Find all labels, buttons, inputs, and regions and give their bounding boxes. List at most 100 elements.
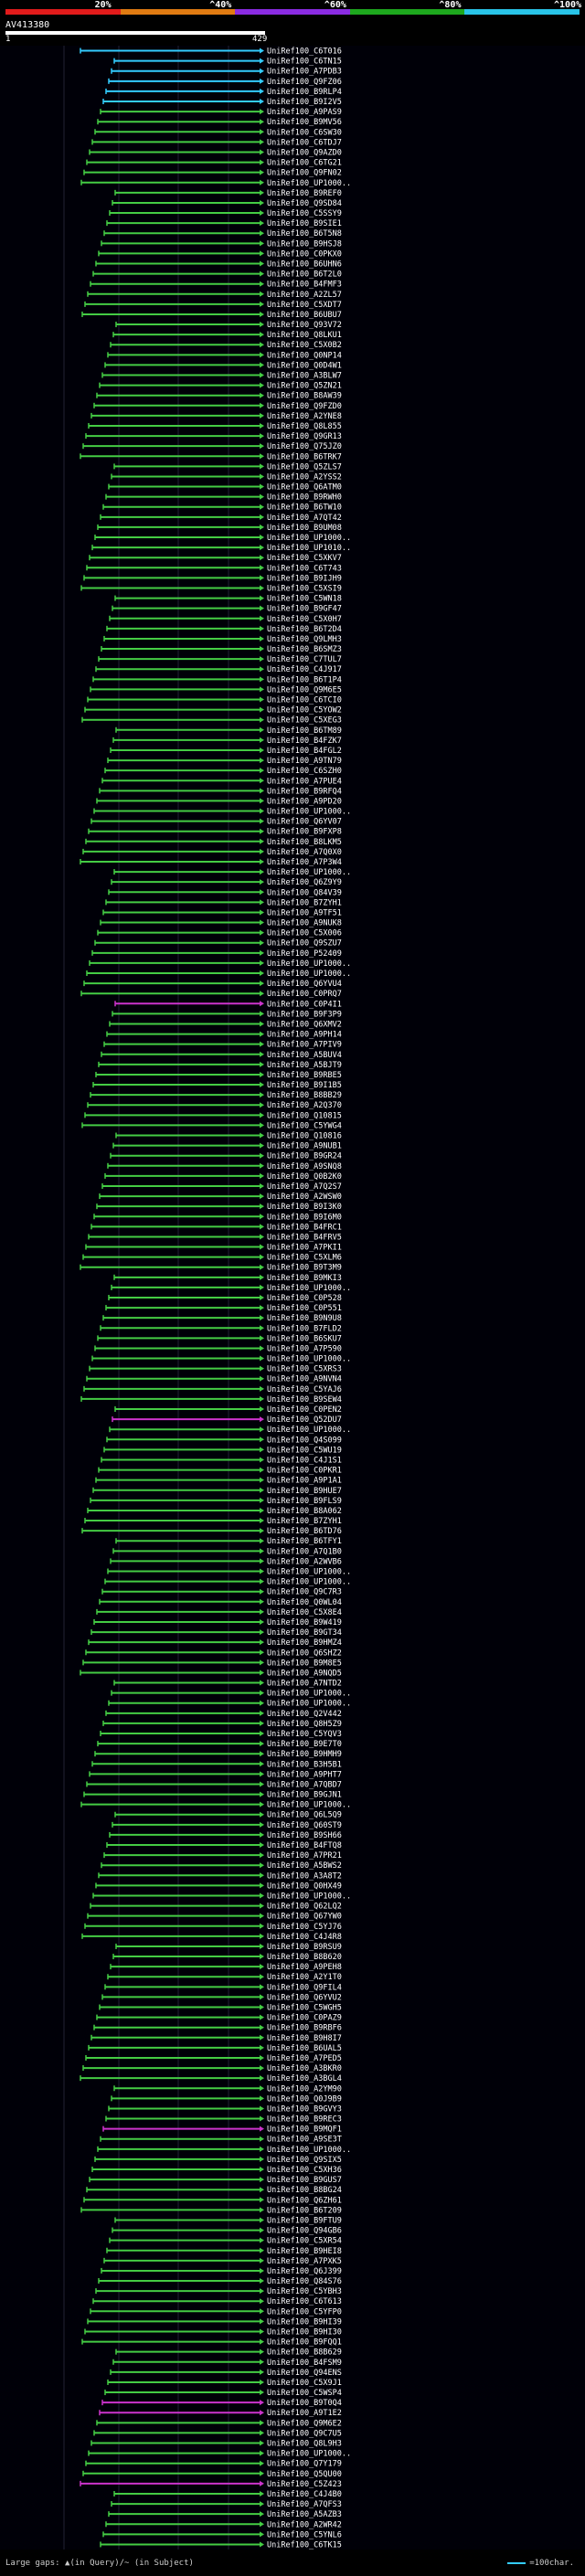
hit-row[interactable]: UniRef100_A2WR42 [105,2520,342,2529]
hit-row[interactable]: UniRef100_C6TDJ7 [91,138,342,147]
hit-label[interactable]: UniRef100_B9MKI3 [267,1274,342,1283]
hit-label[interactable]: UniRef100_C6TN15 [267,58,342,67]
hit-label[interactable]: UniRef100_B6TRK7 [267,452,342,461]
hit-row[interactable]: UniRef100_B4FRV5 [88,1233,342,1242]
hit-label[interactable]: UniRef100_A7Q2S7 [267,1182,342,1192]
hit-label[interactable]: UniRef100_C5X0B2 [267,341,342,350]
hit-label[interactable]: UniRef100_B9GJN1 [267,1791,342,1800]
hit-label[interactable]: UniRef100_B9F3P9 [267,1010,342,1019]
hit-label[interactable]: UniRef100_Q0D4W1 [267,361,342,370]
hit-row[interactable]: UniRef100_UP1000.. [89,959,351,969]
hit-row[interactable]: UniRef100_Q5ZN21 [99,382,342,391]
hit-label[interactable]: UniRef100_A7QT42 [267,514,342,523]
hit-row[interactable]: UniRef100_C6SZH0 [104,767,342,776]
hit-row[interactable]: UniRef100_C6TN15 [113,58,342,67]
hit-label[interactable]: UniRef100_B6T209 [267,2206,342,2215]
hit-row[interactable]: UniRef100_B4FSM9 [112,2359,342,2368]
hit-row[interactable]: UniRef100_B6T1P4 [92,675,342,684]
hit-label[interactable]: UniRef100_UP1000.. [267,1892,351,1901]
hit-label[interactable]: UniRef100_B3H5B1 [267,1760,342,1769]
hit-label[interactable]: UniRef100_UP1010.. [267,544,351,553]
hit-row[interactable]: UniRef100_A5BWS2 [101,1861,342,1871]
hit-row[interactable]: UniRef100_C4J4B0 [113,2490,342,2499]
hit-row[interactable]: UniRef100_A7PKI1 [85,1244,342,1253]
hit-row[interactable]: UniRef100_B9GT34 [90,1628,342,1638]
hit-label[interactable]: UniRef100_Q0NP14 [267,351,342,360]
hit-row[interactable]: UniRef100_UP1000.. [109,1426,351,1435]
hit-label[interactable]: UniRef100_Q6YVU2 [267,1993,342,2002]
hit-row[interactable]: UniRef100_A9TF51 [102,908,342,917]
hit-row[interactable]: UniRef100_A2YNE8 [90,412,342,421]
hit-label[interactable]: UniRef100_C5XRS3 [267,1365,342,1374]
hit-row[interactable]: UniRef100_Q6ATM0 [108,483,342,493]
hit-label[interactable]: UniRef100_A9TF51 [267,908,342,917]
hit-row[interactable]: UniRef100_Q6ZH61 [83,2196,342,2205]
hit-label[interactable]: UniRef100_Q9GR13 [267,432,342,441]
hit-label[interactable]: UniRef100_C5YWG4 [267,1121,342,1130]
hit-row[interactable]: UniRef100_A9NVN4 [86,1375,342,1384]
hit-label[interactable]: UniRef100_Q84V39 [267,888,342,897]
hit-row[interactable]: UniRef100_Q6XMV2 [109,1020,342,1029]
hit-label[interactable]: UniRef100_B9GF47 [267,605,342,614]
hit-row[interactable]: UniRef100_Q62LQ2 [90,1903,342,1912]
hit-label[interactable]: UniRef100_B4FRV5 [267,1233,342,1242]
hit-label[interactable]: UniRef100_A3BGL4 [267,2074,342,2083]
hit-row[interactable]: UniRef100_UP1000.. [113,868,351,877]
hit-row[interactable]: UniRef100_Q9C7R3 [101,1588,342,1597]
hit-label[interactable]: UniRef100_B4FSM9 [267,2359,342,2368]
hit-label[interactable]: UniRef100_C0PEN2 [267,1405,342,1415]
hit-label[interactable]: UniRef100_Q9C7R3 [267,1588,342,1597]
hit-label[interactable]: UniRef100_C6T613 [267,2297,342,2306]
hit-row[interactable]: UniRef100_C5YNL6 [102,2530,342,2539]
hit-row[interactable]: UniRef100_A9NUB1 [112,1142,342,1151]
hit-row[interactable]: UniRef100_Q6YV07 [90,818,342,827]
hit-row[interactable]: UniRef100_C5Z423 [80,2480,342,2489]
hit-label[interactable]: UniRef100_C0PKX0 [267,249,342,259]
hit-label[interactable]: UniRef100_B9GVY3 [267,2104,342,2114]
hit-label[interactable]: UniRef100_Q9M6E5 [267,685,342,694]
hit-label[interactable]: UniRef100_C5YBH3 [267,2287,342,2296]
hit-label[interactable]: UniRef100_C0P4I1 [267,1000,342,1009]
hit-label[interactable]: UniRef100_B6T2L0 [267,270,342,280]
hit-label[interactable]: UniRef100_B9REC3 [267,2115,342,2125]
hit-row[interactable]: UniRef100_B9H8I7 [90,2034,342,2043]
hit-label[interactable]: UniRef100_B9SEW4 [267,1395,342,1405]
hit-row[interactable]: UniRef100_Q0D4W1 [104,361,342,370]
hit-row[interactable]: UniRef100_B4FTQ8 [106,1841,342,1850]
hit-label[interactable]: UniRef100_A2YNE8 [267,412,342,421]
hit-row[interactable]: UniRef100_Q9SZU7 [94,939,342,949]
hit-label[interactable]: UniRef100_B9RFQ4 [267,787,342,796]
hit-row[interactable]: UniRef100_A5BJT9 [98,1061,342,1070]
hit-row[interactable]: UniRef100_C5YAJ6 [83,1385,342,1394]
hit-row[interactable]: UniRef100_Q9AZD0 [89,148,342,157]
hit-label[interactable]: UniRef100_C5XSI9 [267,584,342,593]
hit-row[interactable]: UniRef100_C5XLM6 [82,1254,342,1263]
hit-row[interactable]: UniRef100_C0PRQ7 [80,990,342,999]
hit-row[interactable]: UniRef100_A9T1E2 [99,2409,342,2418]
hit-row[interactable]: UniRef100_C5XSI9 [80,584,342,593]
hit-row[interactable]: UniRef100_B8LKM5 [85,838,342,847]
hit-label[interactable]: UniRef100_B9GR24 [267,1152,342,1161]
hit-label[interactable]: UniRef100_UP1000.. [267,868,351,877]
hit-label[interactable]: UniRef100_B4FRC1 [267,1223,342,1232]
hit-label[interactable]: UniRef100_Q94ENS [267,2369,342,2378]
hit-label[interactable]: UniRef100_B9RBF6 [267,2024,342,2033]
hit-label[interactable]: UniRef100_Q5ZN21 [267,382,342,391]
hit-row[interactable]: UniRef100_A2WSW0 [99,1193,342,1202]
hit-row[interactable]: UniRef100_B9GJN1 [83,1791,342,1800]
hit-label[interactable]: UniRef100_A7Q1B0 [267,1547,342,1556]
hit-row[interactable]: UniRef100_A7P3W4 [80,858,342,867]
hit-row[interactable]: UniRef100_A2YM90 [113,2084,342,2094]
hit-row[interactable]: UniRef100_UP1000.. [92,1892,351,1901]
hit-row[interactable]: UniRef100_C5X0B2 [110,341,342,350]
hit-row[interactable]: UniRef100_C6TK15 [100,2540,342,2549]
hit-row[interactable]: UniRef100_B9RBF6 [93,2024,342,2033]
hit-label[interactable]: UniRef100_Q0HX49 [267,1882,342,1891]
hit-row[interactable]: UniRef100_Q93V72 [115,321,342,330]
hit-label[interactable]: UniRef100_A9P1A1 [267,1477,342,1486]
hit-label[interactable]: UniRef100_UP1000.. [267,1426,351,1435]
hit-label[interactable]: UniRef100_B8B620 [267,1953,342,1962]
hit-label[interactable]: UniRef100_UP1000.. [267,1355,351,1364]
hit-row[interactable]: UniRef100_A9PD20 [96,797,342,806]
hit-row[interactable]: UniRef100_C0PKX0 [98,249,342,259]
